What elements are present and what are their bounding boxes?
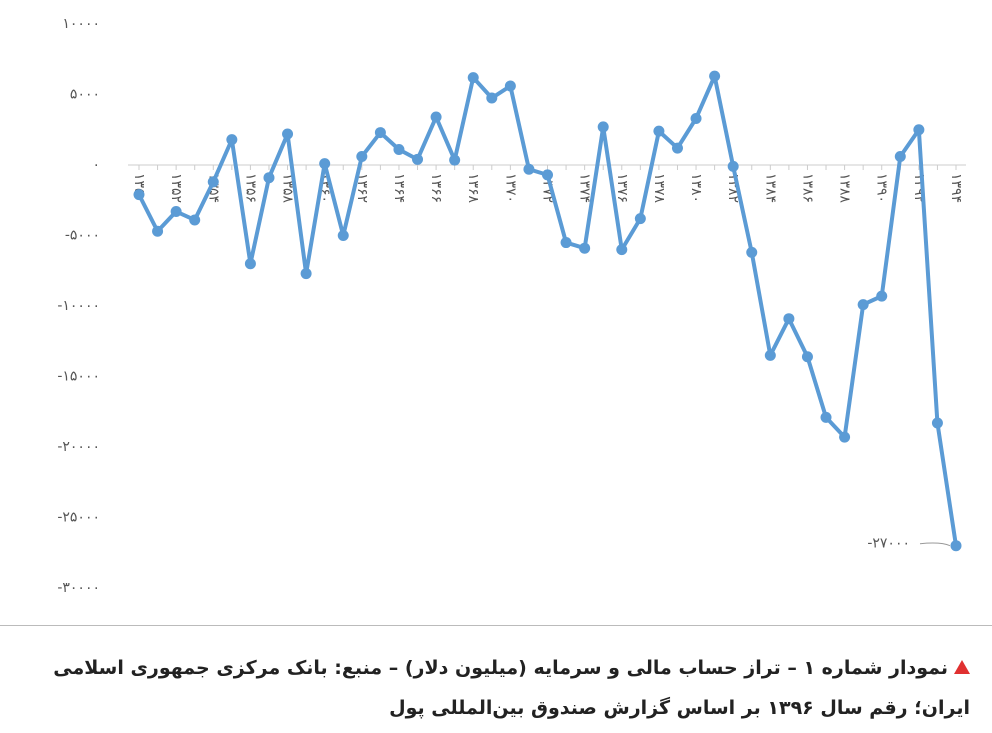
point (207, 176, 219, 188)
point (263, 172, 275, 184)
x-tick-label: ۱۳۸۴ (762, 173, 778, 203)
point (244, 258, 256, 270)
y-tick-label: -۵۰۰۰ (65, 228, 100, 244)
y-tick-label: ۱۰۰۰۰ (62, 16, 100, 32)
x-tick-label: ۱۳۵۲ (168, 173, 184, 203)
line (137, 74, 958, 546)
point (412, 153, 424, 165)
point (282, 128, 294, 140)
point (746, 246, 758, 258)
point (894, 151, 906, 163)
point (634, 213, 646, 225)
point (783, 313, 795, 325)
point (486, 92, 498, 104)
x-tick-label: ۱۳۶۸ (465, 173, 481, 204)
y-tick-label: -۱۵۰۰۰ (57, 369, 100, 385)
x-tick-label: ۱۳۷۸ (651, 173, 667, 204)
chart: ۱۰۰۰۰ ۵۰۰۰ ۰ -۵۰۰۰ -۱۰۰۰۰ -۱۵۰۰۰ -۲۰۰۰۰ -۲۵۰۰۰ -… (57, 16, 966, 596)
point (226, 134, 238, 146)
point (449, 154, 461, 166)
point (560, 237, 572, 249)
y-tick-label: -۱۰۰۰۰ (57, 298, 100, 314)
point (857, 299, 869, 311)
point (189, 214, 201, 226)
point (876, 290, 888, 302)
x-tick-label: ۱۳۹۰ (874, 173, 890, 203)
separator (0, 625, 992, 626)
caption-box: نمودار شماره ۱ – تراز حساب مالی و سرمایه… (20, 648, 970, 728)
x-tick-label: ۱۳۸۰ (688, 173, 704, 203)
point (393, 143, 405, 155)
point (170, 206, 182, 218)
point (616, 244, 628, 256)
point (913, 124, 925, 136)
y-tick-label: -۲۵۰۰۰ (57, 510, 100, 526)
x-tick-label: ۱۳۹۴ (948, 173, 964, 203)
point (337, 230, 349, 241)
x-tick-label: ۱۳۷۶ (614, 173, 630, 203)
point (542, 169, 553, 181)
point (671, 142, 683, 154)
y-tick-label: ۵۰۰۰ (70, 87, 100, 103)
marker-icon (954, 660, 970, 674)
label-leader (919, 542, 951, 547)
x-tick-label: ۱۳۶۶ (428, 173, 444, 203)
point (374, 127, 386, 139)
x-tick-label: ۱۳۷۰ (502, 173, 518, 203)
point (467, 72, 479, 84)
point (504, 80, 516, 92)
x-tick-label: ۱۳۷۴ (577, 173, 593, 203)
point (356, 151, 368, 163)
point (931, 417, 943, 429)
x-tick-label: ۱۳۶۴ (391, 173, 407, 203)
point (152, 225, 164, 237)
point (319, 158, 331, 170)
y-tick-label: ۰ (92, 157, 100, 173)
point (839, 431, 851, 443)
x-tick-label: ۱۳۸۶ (799, 173, 815, 203)
point (727, 160, 739, 172)
point (709, 70, 721, 82)
y-tick-label: -۲۰۰۰۰ (57, 439, 100, 455)
caption: نمودار شماره ۱ – تراز حساب مالی و سرمایه… (53, 657, 970, 719)
point (597, 121, 609, 133)
point (950, 540, 962, 552)
point (820, 411, 832, 423)
point (764, 349, 776, 361)
point (579, 242, 591, 254)
y-tick-label: -۳۰۰۰۰ (57, 580, 100, 596)
point (523, 163, 535, 175)
x-tick-label: ۱۳۵۶ (242, 173, 258, 203)
point (300, 268, 312, 280)
point (801, 351, 813, 363)
point (690, 112, 702, 124)
point (133, 189, 145, 201)
point (653, 125, 665, 137)
point (430, 111, 442, 123)
x-tick-label: ۱۳۵۸ (280, 173, 296, 204)
data-label: -۲۷۰۰۰ (867, 536, 910, 552)
x-tick-label: ۱۳۸۸ (837, 173, 853, 204)
